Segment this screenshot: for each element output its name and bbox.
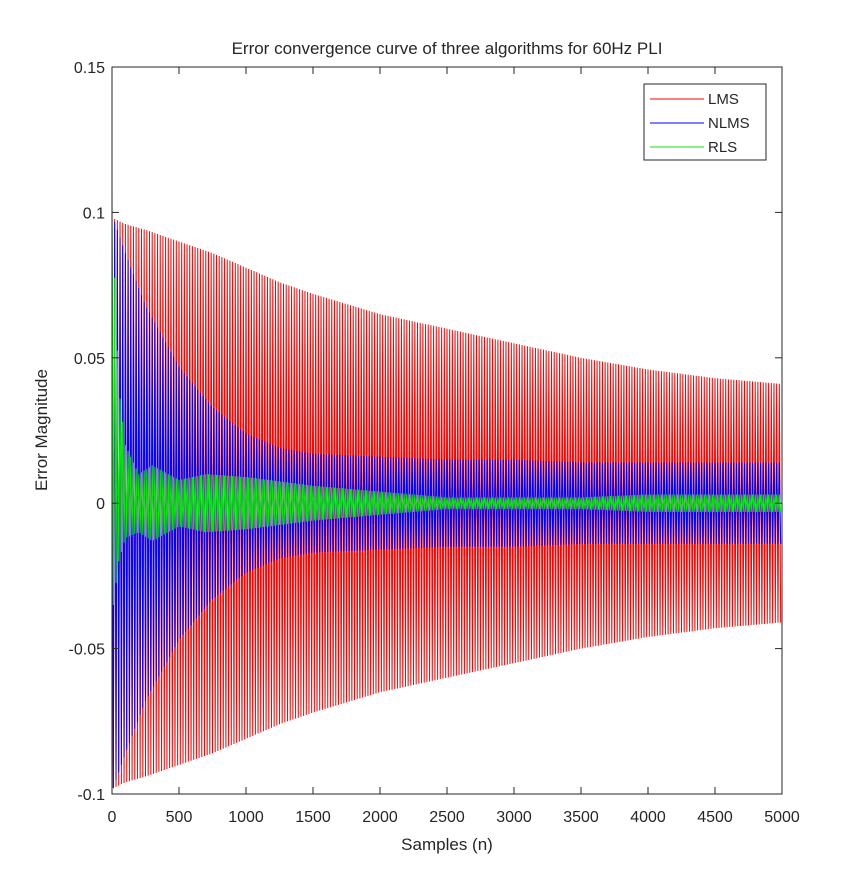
x-tick-label: 3500 [563,809,599,826]
series-layer [111,189,782,789]
x-tick-label: 4500 [697,809,733,826]
legend-label-rls: RLS [708,139,737,156]
x-tick-label: 5000 [764,809,800,826]
chart-title: Error convergence curve of three algorit… [232,39,663,58]
series-line-rls [111,189,782,605]
x-tick-label: 0 [108,809,117,826]
y-tick-label: -0.1 [77,787,105,804]
legend-label-lms: LMS [708,91,739,108]
y-tick-label: 0.15 [74,60,105,77]
x-tick-label: 1500 [295,809,331,826]
y-tick-label: -0.05 [69,642,106,659]
y-axis-label: Error Magnitude [32,369,51,491]
x-tick-label: 3000 [496,809,532,826]
y-tick-label: 0.1 [83,205,105,222]
y-tick-label: 0 [96,496,105,513]
x-tick-label: 4000 [630,809,666,826]
x-axis-label: Samples (n) [401,835,493,854]
x-tick-label: 1000 [228,809,264,826]
x-tick-label: 2000 [362,809,398,826]
y-tick-label: 0.05 [74,351,105,368]
y-axis-ticks: -0.1 -0.05 0 0.05 0.1 0.15 [69,60,782,804]
x-tick-label: 2500 [429,809,465,826]
x-axis-ticks: 0 500 1000 1500 2000 2500 3000 3500 4000 4500 5000 [108,67,800,826]
x-tick-label: 500 [166,809,193,826]
legend-label-nlms: NLMS [708,115,750,132]
legend: LMS NLMS RLS [643,83,767,161]
